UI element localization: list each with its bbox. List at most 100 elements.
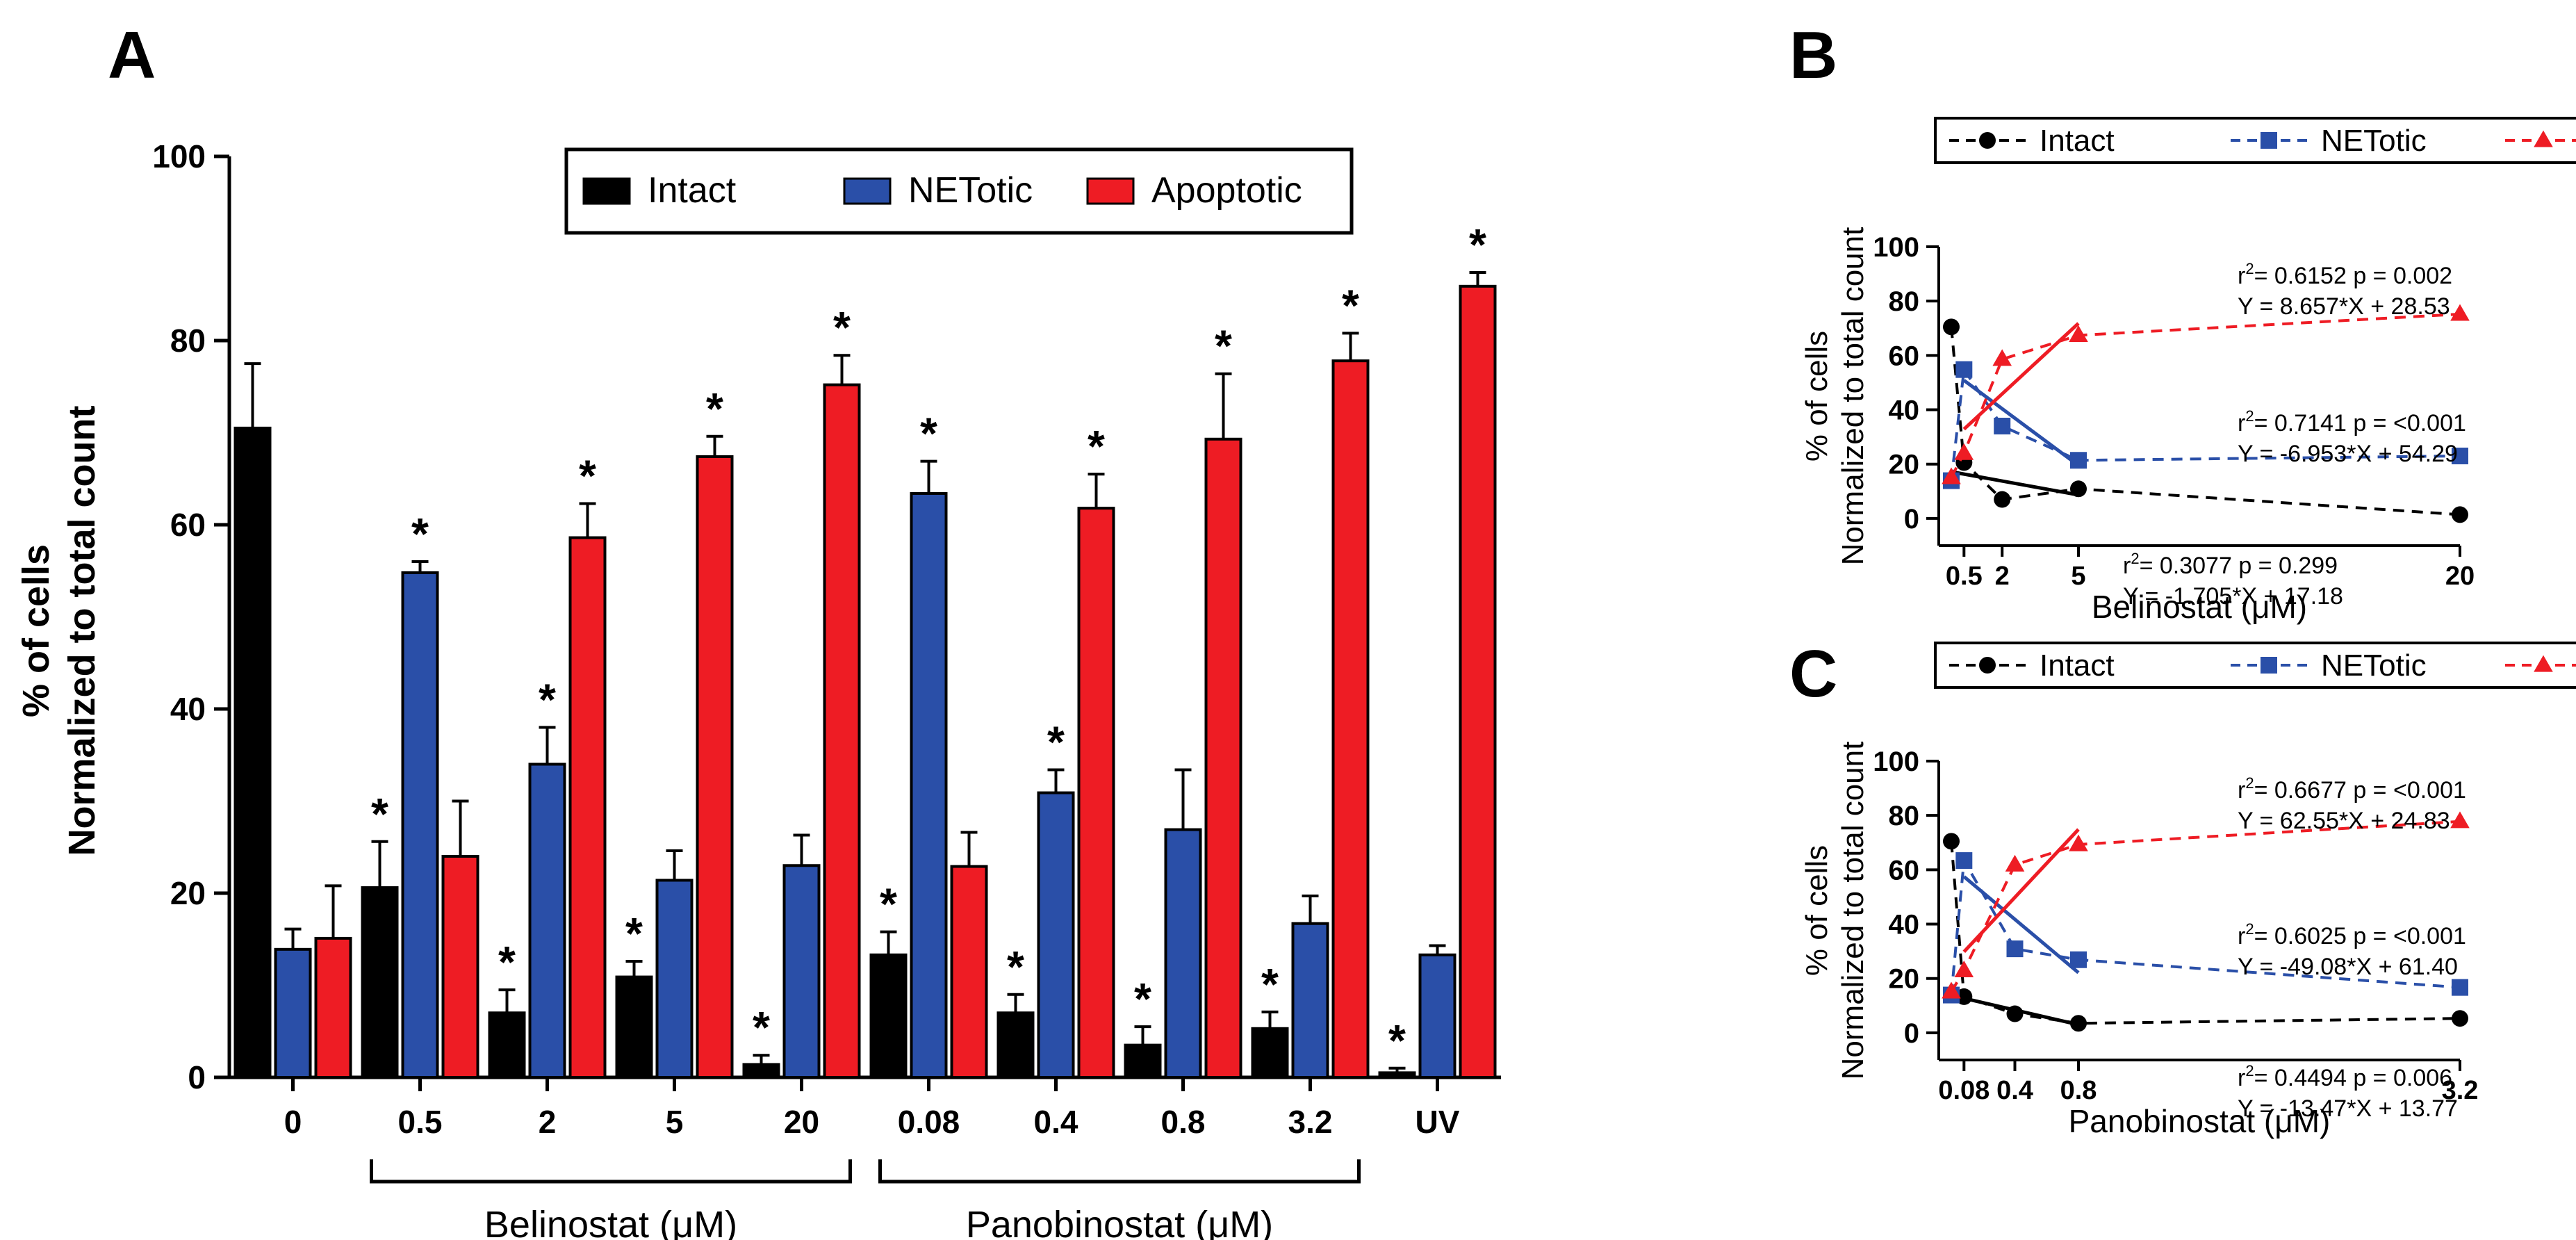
legend-swatch-intact: [582, 177, 631, 205]
stats-r2-netotic: r2= 0.6025 p = <0.001: [2238, 920, 2466, 949]
fit-line-apoptotic: [1962, 828, 2080, 953]
stats-equation-intact: Y = -1.705*X + 17.18: [2123, 583, 2343, 610]
y-tick-label: 80: [1889, 801, 1920, 831]
data-point-apoptotic: [2450, 304, 2470, 321]
fit-line-netotic: [1962, 875, 2080, 974]
x-tick-label: 5: [2071, 562, 2085, 591]
stats-r2-apoptotic: r2= 0.6677 p = <0.001: [2238, 774, 2466, 803]
x-tick-label: 2: [539, 1104, 557, 1140]
bar-apoptotic: [1459, 284, 1497, 1079]
significance-star: *: [625, 908, 643, 958]
data-point-netotic: [1955, 852, 1973, 870]
x-tick-label: 0.08: [898, 1104, 960, 1140]
data-point-apoptotic: [1942, 981, 1961, 999]
stats-equation-netotic: Y = -6.953*X + 54.29: [2238, 441, 2458, 467]
stats-equation-netotic: Y = -49.08*X + 61.40: [2238, 954, 2458, 980]
bar-apoptotic: [441, 855, 479, 1079]
panel-label-c: C: [1789, 637, 1837, 711]
y-tick-label: 20: [1889, 964, 1920, 995]
y-tick-label: 100: [152, 138, 206, 174]
bar-apoptotic: [1331, 359, 1370, 1079]
bar-intact: [1124, 1043, 1162, 1079]
stats-r2-intact: r2= 0.3077 p = 0.299: [2123, 550, 2338, 579]
bar-netotic: [528, 762, 566, 1079]
significance-star: *: [1088, 421, 1105, 471]
y-tick-label: 60: [170, 507, 206, 543]
chart-c: 0 20 40 60 80 100 0.08 0.4 0.8 3.2 Panobinostat (μ…: [1800, 642, 2576, 1139]
fit-line-intact: [1951, 470, 2079, 497]
x-tick-label: 0.5: [398, 1104, 443, 1140]
data-point-netotic: [2452, 448, 2468, 464]
group-bracket: [370, 1159, 852, 1184]
x-tick-label: 20: [784, 1104, 819, 1140]
y-tick-label: 40: [1889, 395, 1920, 426]
data-point-apoptotic: [2005, 854, 2025, 872]
legend-marker-intact: [1979, 657, 1996, 674]
fit-line-apoptotic: [1962, 322, 2080, 431]
x-tick-label: 0.08: [1938, 1076, 1990, 1105]
bar-apoptotic: [823, 383, 861, 1079]
y-tick-label: 80: [170, 323, 206, 359]
y-axis-label: % of cellsNormalized to total count: [1800, 227, 1870, 566]
data-point-netotic: [2070, 452, 2087, 469]
data-point-intact: [1955, 988, 1973, 1005]
bar-apoptotic: [696, 455, 734, 1079]
significance-star: *: [579, 451, 596, 501]
data-point-netotic: [1994, 418, 2011, 434]
x-tick-label: 3.2: [1288, 1104, 1333, 1140]
y-tick-label: 60: [1889, 341, 1920, 371]
bar-netotic: [782, 864, 821, 1079]
data-point-apoptotic: [1954, 960, 1974, 977]
significance-star: *: [411, 509, 429, 559]
x-tick-label: 0.4: [1996, 1076, 2033, 1105]
legend-marker-apoptotic: [2534, 130, 2553, 147]
data-point-apoptotic: [1942, 467, 1961, 484]
x-axis-label: Belinostat (μM): [2092, 589, 2307, 625]
x-tick-label: 5: [666, 1104, 684, 1140]
chart-b: 0 20 40 60 80 100 0.5 2 5 20 Belinostat (μM) % of c…: [1800, 117, 2576, 625]
x-tick-label: 0.5: [1946, 562, 1983, 591]
bar-intact: [233, 426, 272, 1079]
stats-equation-apoptotic: Y = 8.657*X + 28.53: [2238, 293, 2450, 320]
x-tick-label: 0.8: [1161, 1104, 1206, 1140]
x-tick-label: 0.8: [2060, 1076, 2097, 1105]
data-point-intact: [2070, 480, 2087, 498]
bar-intact: [615, 975, 653, 1079]
stats-r2-netotic: r2= 0.7141 p = <0.001: [2238, 407, 2466, 437]
data-point-intact: [2452, 506, 2468, 523]
significance-star: *: [1215, 321, 1232, 371]
legend-label: NETotic: [2321, 124, 2427, 158]
legend-label: Intact: [648, 170, 737, 211]
bar-netotic: [1037, 791, 1075, 1079]
legend-marker-intact: [1979, 132, 1996, 149]
bar-intact: [996, 1011, 1035, 1079]
legend-label: Apoptotic: [1151, 170, 1302, 211]
data-point-apoptotic: [2450, 811, 2470, 829]
x-tick-label: 3.2: [2442, 1076, 2479, 1105]
bar-netotic: [655, 879, 694, 1079]
bar-apoptotic: [1077, 507, 1115, 1079]
x-tick-label: UV: [1416, 1104, 1460, 1140]
y-tick-label: 80: [1889, 286, 1920, 317]
bar-intact: [488, 1011, 526, 1079]
y-axis-label: % of cellsNormalized to total count: [1800, 742, 1870, 1080]
stats-equation-intact: Y = -13.47*X + 13.77: [2238, 1095, 2458, 1122]
legend-label: NETotic: [908, 170, 1033, 211]
panel-label-a: A: [108, 18, 156, 92]
data-point-netotic: [2452, 979, 2468, 996]
bar-intact: [742, 1063, 780, 1079]
significance-star: *: [1469, 220, 1486, 270]
significance-star: *: [706, 384, 723, 434]
significance-star: *: [880, 879, 897, 929]
y-tick-label: 100: [1873, 747, 1919, 777]
data-point-intact: [2452, 1010, 2468, 1027]
group-bracket: [878, 1159, 1361, 1184]
significance-star: *: [1134, 974, 1151, 1024]
bar-netotic: [274, 947, 312, 1079]
y-tick-label: 0: [1904, 1018, 1919, 1049]
legend-swatch-netotic: [843, 177, 892, 205]
y-tick-label: 60: [1889, 855, 1920, 886]
stats-r2-apoptotic: r2= 0.6152 p = 0.002: [2238, 260, 2452, 289]
significance-star: *: [1007, 942, 1024, 992]
